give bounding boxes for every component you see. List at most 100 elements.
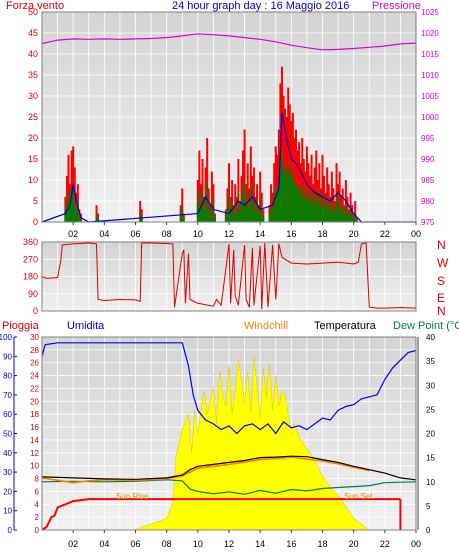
wind-panel-xtick-label: 14: [255, 229, 265, 239]
wind-min-bar: [232, 214, 235, 222]
wind-min-bar: [97, 218, 100, 222]
wind-gust-bar: [65, 175, 68, 222]
legend-temperature: Temperatura: [314, 320, 376, 332]
wind-y-tick-label: 30: [28, 91, 38, 101]
wind-gust-bar: [288, 104, 291, 222]
wind-min-bar: [330, 199, 333, 222]
temp-panel-xtick-label: 02: [68, 539, 78, 549]
wind-gust-bar: [231, 180, 234, 222]
humidity-y-tick-label: 30: [3, 468, 12, 477]
wind-min-bar: [337, 204, 340, 222]
pressure-y-tick-label: 975: [421, 218, 435, 227]
temp-y-tick-label: 35: [426, 357, 435, 366]
wind-min-bar: [224, 216, 227, 222]
wind-min-bar: [288, 169, 291, 222]
humidity-y-tick-label: 100: [0, 333, 13, 342]
wind-direction-line: [41, 242, 417, 310]
rain-y-tick-label: 18: [30, 410, 39, 419]
wind-min-bar: [213, 218, 216, 222]
wind-min-bar: [201, 193, 204, 222]
wind-min-bar: [299, 195, 302, 222]
wind-min-bar: [313, 197, 316, 222]
chart-title: 24 hour graph day : 16 Maggio 2016: [172, 0, 350, 12]
solar-area: [42, 356, 416, 531]
rain-y-tick-label: 6: [35, 487, 40, 496]
wind-min-bar: [209, 214, 212, 222]
wind-min-bar: [346, 210, 349, 222]
wind-min-bar: [256, 204, 259, 222]
wind-min-bar: [257, 214, 260, 222]
wind-gust-bar: [209, 205, 212, 222]
wind-min-bar: [285, 174, 288, 222]
wind-min-bar: [341, 206, 344, 222]
temp-y-tick-label: 15: [426, 454, 435, 463]
wind-min-bar: [248, 206, 251, 222]
temp-y-tick-label: 25: [426, 405, 435, 414]
direction-y-tick-label: 180: [23, 272, 38, 282]
wind-gust-bar: [199, 184, 202, 222]
pressure-y-tick-label: 1010: [421, 71, 439, 80]
humidity-y-tick-label: 10: [3, 507, 12, 516]
wind-min-bar: [243, 180, 246, 222]
wind-min-bar: [332, 206, 335, 222]
wind-min-bar: [64, 210, 67, 222]
wind-gust-bar: [251, 175, 254, 222]
wind-gust-bar: [260, 192, 263, 222]
wind-gust-bar: [327, 184, 330, 222]
wind-min-bar: [324, 208, 327, 222]
wind-min-bar: [344, 203, 347, 222]
wind-gust-bar: [228, 163, 230, 222]
wind-gust-bar: [274, 146, 277, 222]
wind-min-bar: [315, 189, 318, 222]
sunset-label: Sun Set: [344, 492, 373, 501]
wind-min-bar: [307, 195, 310, 222]
wind-gust-bar: [338, 171, 341, 222]
wind-min-bar: [240, 201, 243, 222]
wind-gust-bar: [204, 167, 207, 222]
pressure-y-tick-label: 1005: [421, 92, 439, 101]
wind-min-bar: [226, 206, 229, 222]
wind-gust-bar: [242, 150, 245, 222]
wind-min-bar: [309, 201, 312, 222]
wind-min-bar: [338, 199, 341, 222]
wind-gust-bar: [249, 146, 252, 222]
wind-min-bar: [343, 214, 346, 222]
wind-gust-bar: [282, 96, 285, 222]
wind-gust-bar: [238, 201, 241, 222]
wind-gust-bar: [181, 188, 184, 222]
wind-panel-xtick-label: 18: [317, 229, 327, 239]
humidity-y-tick-label: 0: [8, 526, 13, 535]
direction-label-n-top: N: [437, 238, 446, 252]
temp-y-tick-label: 5: [426, 502, 431, 511]
wind-y-tick-label: 35: [28, 70, 38, 80]
wind-gust-bar: [246, 163, 249, 222]
direction-y-tick-label: 90: [28, 289, 38, 299]
wind-gust-bar: [240, 175, 243, 222]
wind-min-bar: [284, 170, 287, 222]
wind-gust-bar: [232, 205, 235, 222]
wind-min-bar: [298, 186, 301, 222]
wind-gust-bar: [313, 167, 316, 222]
wind-gust-bar: [76, 184, 79, 222]
wind-panel-xtick-label: 08: [162, 229, 172, 239]
rain-y-tick-label: 4: [35, 500, 40, 509]
wind-gust-bar: [341, 188, 344, 222]
wind-gust-bar: [293, 138, 296, 222]
wind-min-bar: [252, 197, 255, 222]
wind-gust-bar: [64, 196, 67, 222]
humidity-y-tick-label: 80: [3, 372, 12, 381]
wind-min-bar: [242, 189, 245, 222]
temp-panel-xtick-label: 04: [99, 539, 109, 549]
wind-gust-bar: [262, 209, 265, 222]
wind-panel-xtick-label: 12: [224, 229, 234, 239]
rain-y-tick-label: 12: [30, 449, 39, 458]
temp-panel-xtick-label: 10: [193, 539, 203, 549]
wind-min-bar: [262, 216, 265, 222]
pressure-y-tick-label: 1000: [421, 113, 439, 122]
wind-gust-bar: [276, 154, 279, 222]
wind-panel-xtick-label: 10: [193, 229, 203, 239]
wind-min-bar: [249, 187, 252, 222]
humidity-y-tick-label: 50: [3, 430, 12, 439]
wind-gust-bar: [212, 184, 215, 222]
